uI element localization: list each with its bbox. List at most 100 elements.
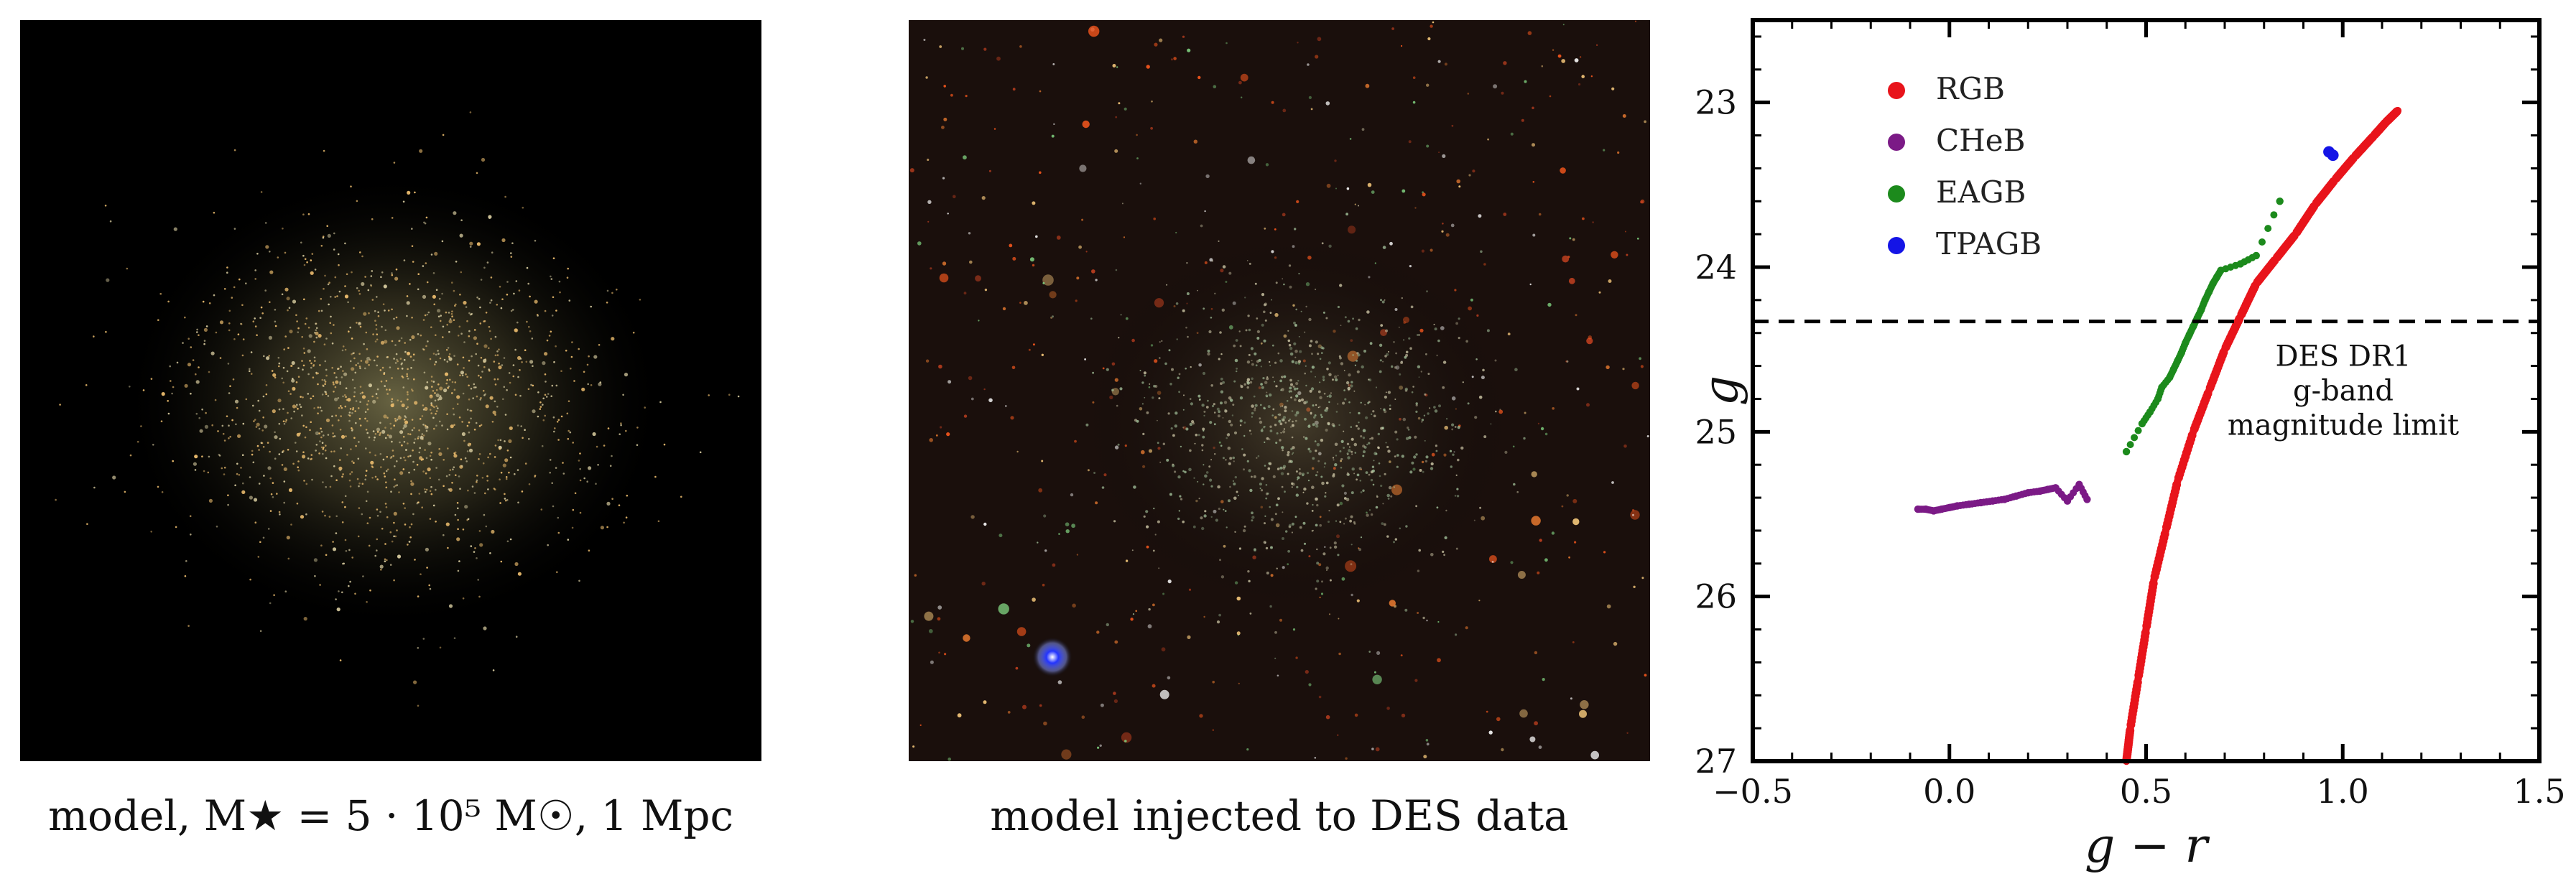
background-source — [1024, 301, 1028, 305]
model-star — [556, 421, 559, 423]
model-star — [571, 526, 574, 529]
model-star — [241, 304, 244, 307]
model-star — [332, 541, 334, 543]
injected-star — [1384, 395, 1387, 399]
injected-star — [1216, 407, 1220, 411]
injected-star — [1282, 467, 1286, 470]
injected-star — [1202, 435, 1205, 439]
model-star — [374, 454, 376, 457]
injected-star — [1187, 335, 1189, 338]
model-star — [348, 419, 351, 422]
background-source — [1391, 27, 1394, 30]
injected-star — [1333, 473, 1335, 476]
model-star — [315, 329, 318, 332]
model-image — [20, 20, 761, 761]
model-star — [478, 453, 481, 455]
injected-star — [1154, 534, 1157, 536]
background-source — [1088, 25, 1100, 37]
model-star — [307, 393, 310, 395]
model-star — [481, 371, 483, 373]
model-star — [349, 360, 352, 363]
injected-star — [1292, 385, 1295, 388]
injected-star — [1284, 409, 1287, 413]
model-star — [327, 434, 330, 436]
model-star — [254, 317, 256, 320]
model-star — [483, 266, 486, 269]
background-source — [1277, 674, 1279, 677]
model-star — [301, 414, 303, 416]
background-source — [1527, 31, 1532, 35]
model-star — [272, 409, 276, 414]
model-star — [136, 440, 139, 443]
injected-star — [1404, 608, 1408, 612]
model-star — [435, 334, 437, 337]
model-star — [361, 483, 364, 485]
injected-star — [1259, 420, 1263, 424]
injected-star — [1299, 526, 1302, 529]
model-star — [391, 540, 394, 543]
y-tick-label: 23 — [1695, 83, 1737, 122]
model-star — [453, 413, 455, 416]
model-star — [404, 350, 407, 353]
injected-star — [1347, 473, 1350, 476]
model-star — [386, 434, 389, 437]
injected-star — [1197, 289, 1198, 292]
model-star — [334, 296, 337, 298]
model-star — [322, 448, 325, 450]
model-star — [265, 245, 269, 249]
injected-star — [1228, 396, 1232, 400]
background-source — [939, 45, 942, 48]
x-axis-title: g − r — [2085, 818, 2210, 873]
model-star — [597, 464, 599, 466]
model-star — [430, 402, 432, 404]
model-star — [579, 452, 581, 455]
model-star — [554, 427, 556, 429]
injected-star — [1282, 430, 1286, 434]
model-star — [476, 395, 478, 398]
model-star — [611, 337, 615, 341]
model-star — [636, 444, 639, 446]
point-rgb — [2392, 107, 2401, 116]
injected-star — [1268, 462, 1271, 465]
model-star — [333, 232, 335, 235]
model-star — [552, 505, 555, 508]
model-star — [310, 397, 312, 400]
model-star — [319, 440, 321, 442]
injected-star — [1362, 455, 1365, 457]
model-star — [435, 405, 437, 408]
model-star — [330, 315, 332, 318]
model-star — [492, 669, 495, 671]
model-star — [590, 305, 592, 308]
background-source — [1121, 732, 1132, 743]
model-star — [403, 441, 406, 443]
model-star — [481, 477, 484, 479]
background-source — [1580, 700, 1589, 709]
background-source — [927, 220, 930, 223]
model-star — [413, 680, 417, 684]
model-star — [422, 319, 425, 321]
injected-star — [1513, 483, 1516, 486]
injected-star — [1478, 395, 1483, 399]
injected-star — [1467, 402, 1470, 405]
model-star — [609, 465, 612, 467]
model-star — [476, 475, 478, 477]
injected-star — [1304, 331, 1306, 333]
model-star — [408, 471, 410, 474]
model-star — [344, 495, 347, 498]
injected-star — [1254, 404, 1258, 407]
model-star — [462, 356, 465, 359]
background-source — [1532, 181, 1535, 183]
injected-star — [1106, 368, 1109, 371]
model-star — [451, 281, 453, 284]
model-star — [271, 370, 274, 372]
model-star — [140, 425, 142, 427]
model-star — [379, 564, 384, 569]
legend-label-rgb: RGB — [1936, 71, 2005, 106]
model-star — [300, 406, 302, 408]
model-star — [283, 348, 286, 350]
injected-star — [1207, 399, 1209, 402]
injected-star — [1360, 401, 1362, 404]
injected-star — [1240, 385, 1243, 388]
injected-star — [1291, 436, 1294, 439]
model-star — [235, 423, 237, 426]
